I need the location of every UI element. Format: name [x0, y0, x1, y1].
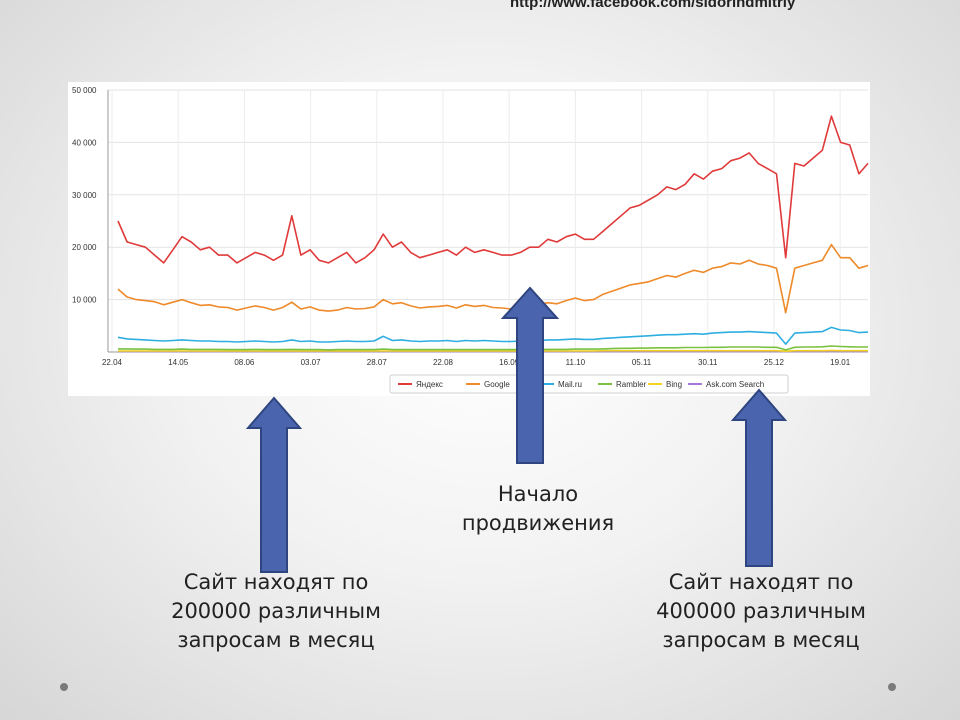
caption-line: продвижения	[461, 511, 615, 535]
series-line	[118, 345, 868, 351]
legend-label: Google	[484, 380, 510, 389]
legend-box	[389, 374, 789, 394]
x-tick-label: 08.06	[234, 358, 255, 367]
caption-line: 400000 различным	[656, 599, 866, 623]
after-caption: Сайт находят по 400000 различным запроса…	[626, 568, 896, 655]
y-tick-label: 10 000	[72, 296, 97, 305]
x-tick-label: 22.04	[102, 358, 123, 367]
x-tick-label: 25.12	[764, 358, 785, 367]
caption-line: Сайт находят по	[183, 570, 369, 594]
traffic-line-chart: 10 000 20 000 30 000 40 000 50 000 22.04 14.05…	[72, 86, 869, 394]
caption-line: 200000 различным	[171, 599, 381, 623]
bullet-dot-right	[888, 683, 896, 691]
y-tick-label: 40 000	[72, 138, 97, 147]
legend-label: Rambler	[616, 380, 647, 389]
x-tick-label: 28.07	[367, 358, 388, 367]
y-tick-label: 20 000	[72, 243, 97, 252]
series-line	[117, 243, 869, 314]
right-up-arrow	[730, 388, 788, 567]
x-tick-label: 30.11	[698, 358, 718, 367]
series-line	[117, 326, 869, 345]
x-tick-label: 19.01	[830, 358, 851, 367]
left-up-arrow	[245, 396, 303, 573]
series-line	[117, 115, 869, 264]
x-tick-label: 11.10	[566, 358, 586, 367]
x-tick-label: 03.07	[301, 358, 322, 367]
chart-panel: 10 000 20 000 30 000 40 000 50 000 22.04 14.05…	[68, 82, 870, 396]
legend-label: Mail.ru	[558, 380, 582, 389]
bullet-dot-left	[60, 683, 68, 691]
middle-up-arrow	[500, 286, 560, 464]
x-tick-label: 22.08	[433, 358, 454, 367]
series-line	[118, 349, 868, 353]
caption-line: Начало	[497, 482, 579, 506]
x-tick-label: 14.05	[168, 358, 189, 367]
x-tick-label: 05.11	[632, 358, 652, 367]
source-url[interactable]: http://www.facebook.com/sidorindmitriy	[510, 0, 796, 11]
promotion-start-caption: Начало продвижения	[430, 480, 646, 538]
legend-label: Bing	[666, 380, 682, 389]
before-caption: Сайт находят по 200000 различным запроса…	[142, 568, 410, 655]
x-tick-label: 16.09	[499, 358, 520, 367]
y-tick-label: 30 000	[72, 191, 97, 200]
caption-line: запросам в месяц	[177, 628, 375, 652]
caption-line: Сайт находят по	[668, 570, 854, 594]
legend-label: Яндекс	[416, 380, 443, 389]
caption-line: запросам в месяц	[662, 628, 860, 652]
y-tick-label: 50 000	[72, 86, 97, 95]
legend-label: Ask.com Search	[706, 380, 764, 389]
